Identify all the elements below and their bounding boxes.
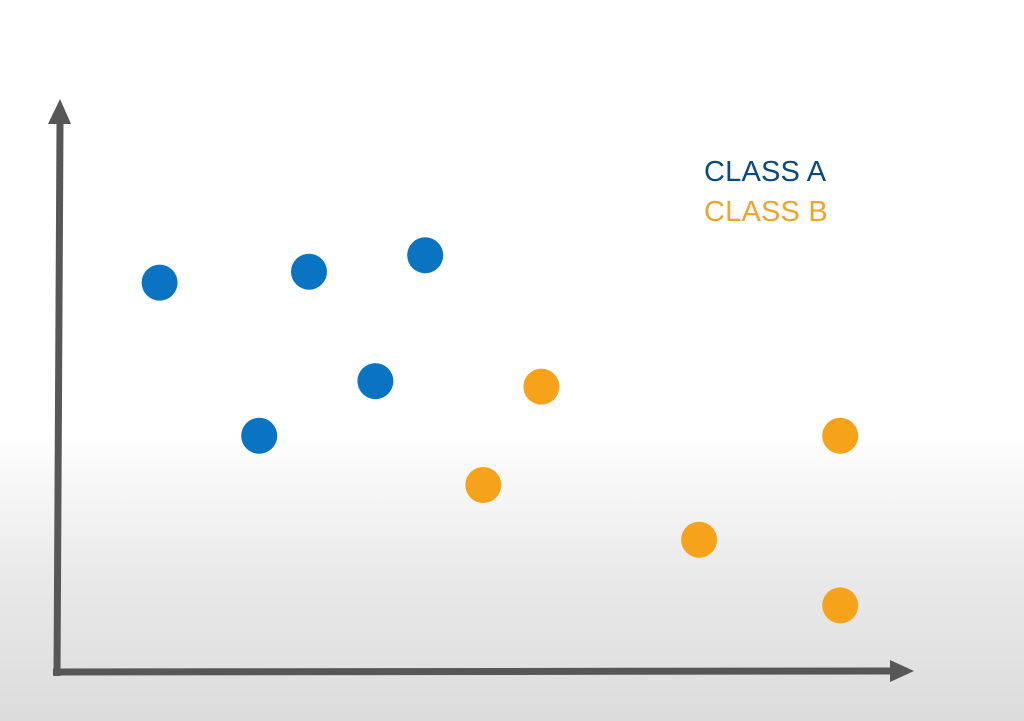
axes xyxy=(48,99,914,682)
class-b-point-3 xyxy=(681,521,718,558)
class-a-point-4 xyxy=(357,363,394,400)
y-axis-line xyxy=(53,123,64,677)
class-b-point-1 xyxy=(523,368,560,405)
class-a-point-3 xyxy=(407,237,444,274)
class-a-point-1 xyxy=(141,264,178,301)
legend-entry-class-b: CLASS B xyxy=(704,196,828,228)
class-b-point-4 xyxy=(822,417,859,454)
legend: CLASS A CLASS B xyxy=(704,152,904,232)
y-axis-arrowhead xyxy=(48,99,71,124)
legend-entry-class-a: CLASS A xyxy=(704,156,827,188)
x-axis-line xyxy=(52,667,893,676)
class-b-point-5 xyxy=(822,587,859,624)
class-b-point-2 xyxy=(465,467,502,503)
data-points xyxy=(141,237,859,624)
class-a-point-2 xyxy=(291,253,327,290)
class-a-point-5 xyxy=(241,417,278,454)
x-axis-arrowhead xyxy=(890,660,914,682)
